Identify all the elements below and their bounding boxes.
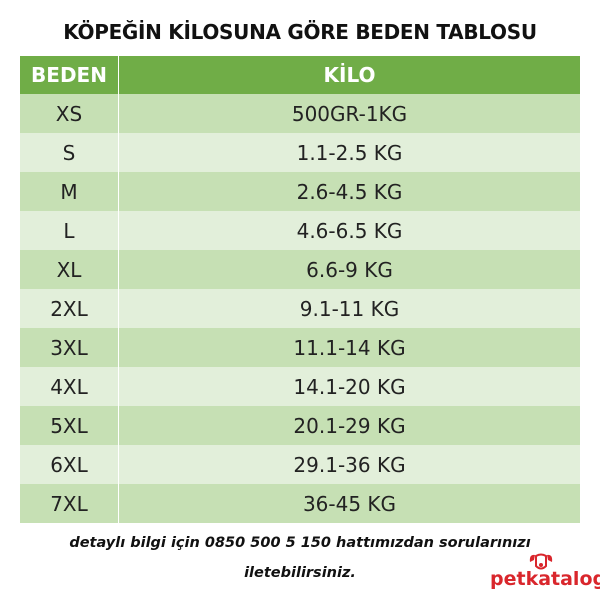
page-title: KÖPEĞİN KİLOSUNA GÖRE BEDEN TABLOSU [63, 20, 537, 44]
dog-face-icon [529, 553, 553, 570]
size-cell: XL [20, 250, 119, 289]
footer-line-2: iletebilirsiniz. [244, 565, 356, 581]
size-cell: 7XL [20, 484, 119, 523]
table-row: XS 500GR-1KG [20, 94, 580, 133]
size-cell: XS [20, 94, 119, 133]
table-row: 5XL 20.1-29 KG [20, 406, 580, 445]
table-row: M 2.6-4.5 KG [20, 172, 580, 211]
logo-text: petkatalog [490, 568, 600, 590]
weight-cell: 9.1-11 KG [118, 289, 580, 328]
table-row: 2XL 9.1-11 KG [20, 289, 580, 328]
weight-cell: 500GR-1KG [118, 94, 580, 133]
table-row: 4XL 14.1-20 KG [20, 367, 580, 406]
header-size: BEDEN [20, 56, 119, 94]
weight-cell: 4.6-6.5 KG [118, 211, 580, 250]
size-table: BEDEN KİLO XS 500GR-1KG S 1.1-2.5 KG M 2.6-4.… [20, 56, 580, 523]
footer-line-1: detaylı bilgi için 0850 500 5 150 hattım… [69, 535, 531, 551]
size-cell: L [20, 211, 119, 250]
table-row: 3XL 11.1-14 KG [20, 328, 580, 367]
weight-cell: 29.1-36 KG [118, 445, 580, 484]
table-row: 6XL 29.1-36 KG [20, 445, 580, 484]
size-cell: 5XL [20, 406, 119, 445]
weight-cell: 11.1-14 KG [118, 328, 580, 367]
size-cell: 2XL [20, 289, 119, 328]
weight-cell: 6.6-9 KG [118, 250, 580, 289]
size-cell: 3XL [20, 328, 119, 367]
size-cell: M [20, 172, 119, 211]
table-header: BEDEN KİLO [20, 56, 580, 94]
size-cell: S [20, 133, 119, 172]
table-row: S 1.1-2.5 KG [20, 133, 580, 172]
header-weight: KİLO [118, 56, 580, 94]
petkatalog-logo: petkatalog [488, 552, 600, 596]
weight-cell: 1.1-2.5 KG [118, 133, 580, 172]
table-row: 7XL 36-45 KG [20, 484, 580, 523]
weight-cell: 2.6-4.5 KG [118, 172, 580, 211]
size-cell: 6XL [20, 445, 119, 484]
table-row: L 4.6-6.5 KG [20, 211, 580, 250]
table-row: XL 6.6-9 KG [20, 250, 580, 289]
weight-cell: 36-45 KG [118, 484, 580, 523]
weight-cell: 14.1-20 KG [118, 367, 580, 406]
weight-cell: 20.1-29 KG [118, 406, 580, 445]
size-cell: 4XL [20, 367, 119, 406]
footer-note: detaylı bilgi için 0850 500 5 150 hattım… [0, 528, 600, 588]
